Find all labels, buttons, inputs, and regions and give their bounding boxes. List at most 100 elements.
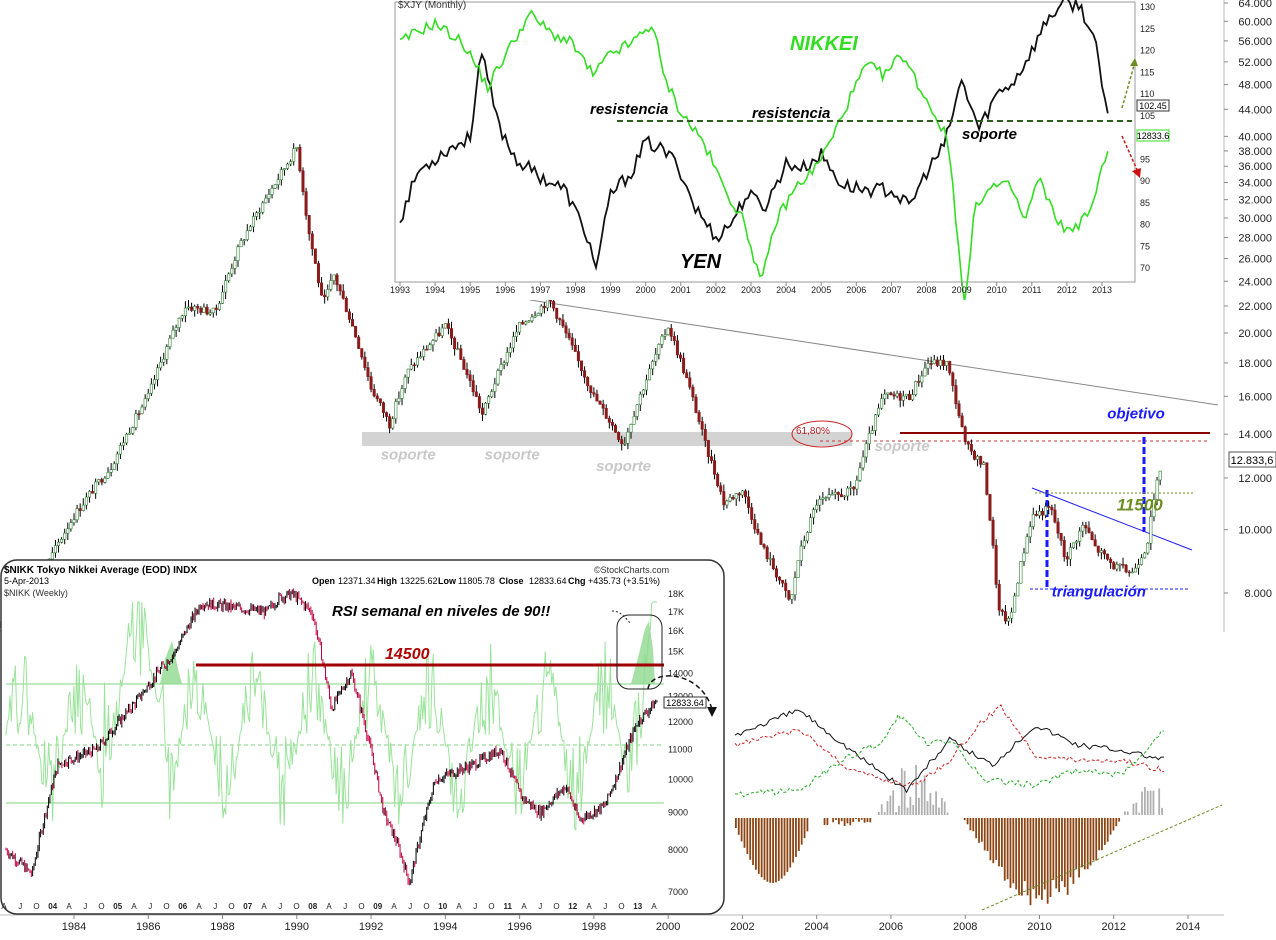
candle — [976, 454, 980, 467]
x-tick-label: 2010 — [1027, 921, 1051, 933]
candle-body — [369, 376, 373, 390]
candle-body — [821, 497, 825, 500]
candle — [722, 484, 726, 511]
svg-text:Chg: Chg — [568, 576, 586, 586]
histogram-bar — [1012, 818, 1015, 884]
candle-body — [1115, 564, 1119, 570]
candle-body — [298, 146, 302, 172]
candle — [617, 431, 621, 443]
candle-body — [1087, 527, 1091, 533]
candle — [821, 492, 825, 505]
candle — [453, 336, 457, 356]
indicator-trend-line — [981, 804, 1223, 911]
candle-body — [852, 486, 856, 490]
x-tick-label: 2000 — [656, 921, 680, 933]
histogram-bar — [755, 818, 757, 870]
candle-body — [530, 316, 534, 322]
x-tick-label: 1996 — [507, 921, 531, 933]
candle — [292, 143, 296, 166]
label-nikkei: NIKKEI — [790, 33, 858, 55]
candle — [261, 200, 265, 215]
candle — [205, 304, 209, 316]
candle-body — [904, 393, 908, 397]
label-resistencia-1: resistencia — [590, 101, 668, 118]
candle — [948, 360, 952, 376]
candle-body — [898, 393, 902, 401]
candle — [177, 317, 181, 333]
candle — [697, 409, 701, 425]
candle-body — [143, 398, 147, 408]
candle-body — [768, 558, 772, 560]
histogram-bar — [775, 818, 777, 883]
candle-body — [1003, 611, 1007, 622]
x-tick-label: J — [473, 902, 477, 911]
x-tick-label: A — [456, 902, 462, 911]
candle-body — [533, 315, 537, 318]
x-tick-label: 09 — [373, 902, 382, 911]
candle-body — [152, 379, 156, 385]
candle — [276, 173, 280, 190]
candle-body — [784, 582, 788, 591]
candle-body — [335, 274, 339, 286]
histogram-bar — [892, 790, 895, 815]
x-tick-label: 1997 — [530, 285, 550, 295]
candle — [125, 432, 129, 446]
candle — [536, 312, 540, 317]
histogram-bar — [1143, 786, 1146, 815]
candle-body — [567, 332, 571, 339]
candle — [555, 307, 559, 323]
candle — [1112, 560, 1116, 570]
candle — [648, 364, 652, 381]
candle — [743, 489, 747, 504]
histogram-bar — [1086, 818, 1089, 870]
candle — [861, 450, 865, 471]
candle-body — [400, 388, 404, 399]
candle — [477, 393, 481, 414]
inset-xjy-frame — [394, 1, 1136, 283]
candle — [69, 518, 73, 532]
histogram-bar — [1063, 818, 1066, 888]
candle — [1084, 521, 1088, 535]
y-tick-label: 32.000 — [1238, 195, 1272, 207]
svg-text:High: High — [377, 576, 397, 586]
candle — [412, 362, 416, 372]
candle-body — [385, 412, 389, 417]
candle — [505, 347, 509, 367]
candle — [115, 451, 119, 471]
candle-body — [679, 354, 683, 359]
candle-body — [1093, 539, 1097, 547]
candle-body — [236, 246, 240, 261]
candle-body — [1124, 564, 1128, 573]
candle — [963, 425, 967, 445]
histogram-bar — [792, 818, 794, 863]
candle — [60, 537, 64, 544]
support-band — [362, 432, 852, 446]
candle-body — [700, 421, 704, 430]
x-tick-label: 2007 — [881, 285, 901, 295]
y-tick-label: 22.000 — [1238, 301, 1272, 313]
candle — [629, 423, 633, 439]
candle-body — [1007, 617, 1011, 622]
candle — [923, 361, 927, 377]
histogram-bar — [860, 818, 863, 820]
candle — [152, 374, 156, 390]
candle-body — [617, 432, 621, 440]
candle — [564, 322, 568, 339]
candle-body — [889, 392, 893, 395]
candle — [490, 389, 494, 399]
candle-body — [907, 393, 911, 401]
candle-body — [115, 453, 119, 465]
candle — [589, 385, 593, 399]
histogram-bar — [832, 818, 835, 823]
candle-body — [870, 430, 874, 434]
candle-body — [576, 351, 580, 362]
candle — [381, 401, 385, 418]
candle-body — [190, 306, 194, 311]
x-tick-label: 1998 — [582, 921, 606, 933]
y-tick-label: 38.000 — [1238, 146, 1272, 158]
histogram-bar — [975, 818, 978, 839]
candle-body — [873, 414, 877, 431]
candle-body — [214, 307, 218, 310]
candle — [156, 364, 160, 387]
candle-body — [357, 336, 361, 349]
